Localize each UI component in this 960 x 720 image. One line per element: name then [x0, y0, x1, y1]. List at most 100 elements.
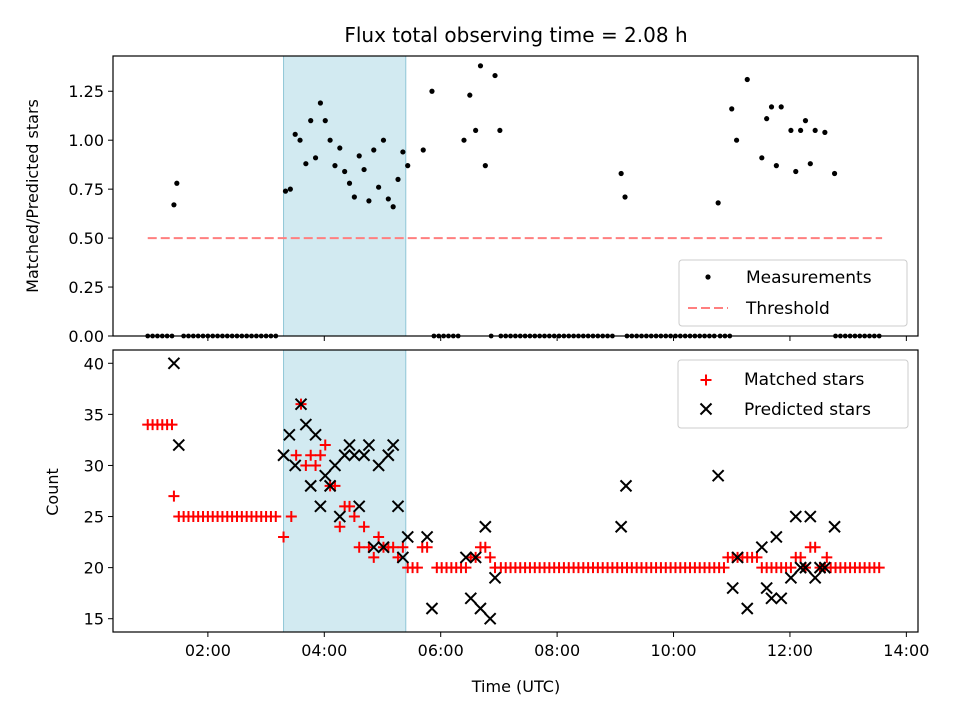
x-tick-label: 06:00 — [418, 641, 464, 660]
measurement-point — [807, 161, 813, 167]
measurement-point — [546, 333, 552, 339]
predicted-star-point — [391, 500, 405, 513]
measurement-point — [551, 333, 557, 339]
measurement-point — [498, 333, 504, 339]
predicted-star-point — [799, 561, 812, 574]
predicted-star-point — [794, 561, 807, 574]
y-tick-label: 0.50 — [68, 229, 104, 248]
matched-star-point — [314, 449, 326, 461]
measurement-point — [542, 333, 547, 339]
matched-star-point — [397, 541, 409, 553]
matched-star-point — [353, 541, 365, 553]
predicted-star-point — [770, 530, 783, 544]
predicted-star-point — [425, 602, 439, 615]
matched-star-point — [344, 500, 356, 512]
measurement-point — [159, 333, 165, 339]
x-tick-label: 14:00 — [883, 641, 929, 660]
measurement-point — [312, 155, 319, 161]
legend-box — [677, 359, 909, 429]
measurement-point — [492, 72, 498, 79]
predicted-star-point — [804, 510, 817, 523]
shaded-span — [283, 349, 407, 633]
measurement-point — [852, 333, 858, 339]
measurement-point — [847, 333, 853, 339]
measurement-point — [420, 147, 426, 153]
measurement-point — [561, 333, 567, 339]
ratio-y-axis-label: Matched/Predicted stars — [23, 99, 42, 293]
measurement-point — [488, 333, 494, 339]
x-tick-label: 12:00 — [767, 641, 813, 660]
predicted-star-point — [333, 510, 347, 523]
measurement-point — [618, 170, 624, 177]
legend-marker-matched — [700, 374, 712, 386]
matched-star-point — [319, 439, 331, 451]
predicted-star-point — [167, 357, 181, 370]
predicted-star-point — [711, 469, 725, 482]
y-tick-label: 0.75 — [68, 180, 104, 199]
measurement-point — [337, 145, 343, 151]
measurement-point — [390, 204, 396, 210]
x-tick-label: 08:00 — [534, 641, 580, 660]
predicted-star-point — [396, 551, 410, 564]
measurement-point — [155, 333, 160, 339]
measurement-point — [833, 333, 838, 339]
measurement-point — [729, 106, 735, 112]
measurement-point — [648, 333, 654, 339]
measurement-point — [624, 333, 630, 339]
measurement-point — [778, 104, 784, 110]
predicted-star-point — [828, 520, 841, 533]
measurement-point — [171, 202, 177, 208]
predicted-star-point — [348, 449, 361, 462]
matched-star-point — [795, 551, 807, 563]
measurement-point — [744, 76, 750, 83]
count-y-axis-label: Count — [43, 468, 62, 516]
measurement-point — [643, 333, 649, 339]
predicted-star-point — [469, 551, 482, 564]
measurement-point — [244, 333, 250, 339]
predicted-star-point — [483, 612, 497, 625]
measurement-point — [385, 196, 391, 202]
measurement-point — [467, 92, 473, 98]
measurement-point — [580, 333, 586, 339]
measurement-point — [308, 118, 314, 124]
measurement-point — [697, 333, 703, 339]
measurement-point — [532, 333, 538, 339]
predicted-star-point — [731, 551, 744, 564]
matched-star-point — [387, 541, 399, 553]
measurement-point — [610, 333, 615, 339]
measurement-point — [692, 333, 698, 339]
measurement-point — [687, 333, 693, 339]
matched-star-point — [373, 531, 385, 543]
predicted-star-point — [741, 602, 754, 615]
predicted-star-point — [386, 438, 400, 452]
y-tick-label: 0.25 — [68, 278, 104, 297]
matched-star-point — [334, 521, 346, 533]
measurement-point — [517, 333, 523, 339]
predicted-star-point — [420, 530, 434, 544]
measurement-point — [210, 333, 216, 339]
measurement-point — [253, 333, 259, 339]
matched-star-point — [821, 551, 833, 563]
measurement-point — [429, 88, 435, 94]
measurement-point — [297, 137, 303, 143]
measurement-point — [733, 137, 740, 143]
axes-frame — [112, 349, 919, 633]
measurement-point — [356, 153, 362, 159]
shaded-span — [283, 55, 407, 337]
measurement-point — [234, 333, 240, 339]
matched-star-point — [460, 562, 472, 574]
measurement-point — [473, 127, 479, 134]
y-tick-label: 30 — [84, 456, 104, 475]
predicted-star-point — [283, 428, 296, 442]
matched-star-point — [305, 449, 317, 461]
measurement-point — [658, 333, 664, 339]
matched-star-point — [718, 562, 730, 574]
predicted-star-point — [309, 428, 322, 442]
measurement-point — [798, 127, 804, 134]
matched-star-point — [368, 551, 380, 563]
matched-star-point — [310, 459, 322, 471]
measurement-point — [639, 333, 644, 339]
predicted-star-point — [294, 397, 308, 411]
measurement-point — [503, 333, 509, 339]
